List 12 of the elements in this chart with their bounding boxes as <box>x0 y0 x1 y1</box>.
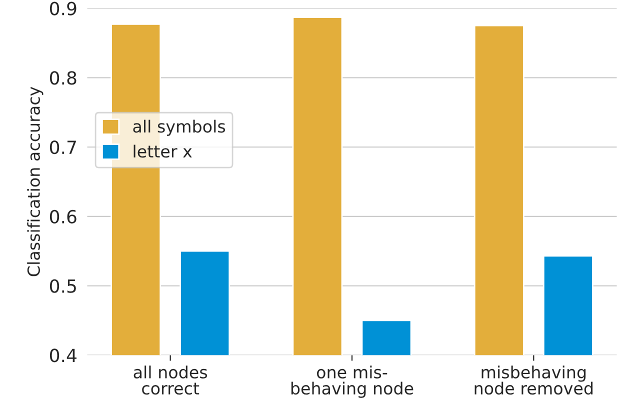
y-tick-label: 0.9 <box>50 2 76 16</box>
y-tick-label: 0.6 <box>50 210 76 224</box>
y-tick-label: 0.4 <box>50 348 76 362</box>
legend-label: all symbols <box>133 120 226 136</box>
x-tick-label: all nodes correct <box>134 366 208 395</box>
x-tick-label: misbehaving node removed <box>474 366 593 395</box>
y-tick-label: 0.7 <box>50 140 76 154</box>
x-tick-label: one mis- behaving node <box>291 366 414 398</box>
legend-label: letter x <box>134 144 192 158</box>
y-tick-label: 0.8 <box>50 71 76 85</box>
y-tick-label: 0.5 <box>50 279 76 293</box>
y-axis-title: Classification accuracy <box>27 86 44 276</box>
